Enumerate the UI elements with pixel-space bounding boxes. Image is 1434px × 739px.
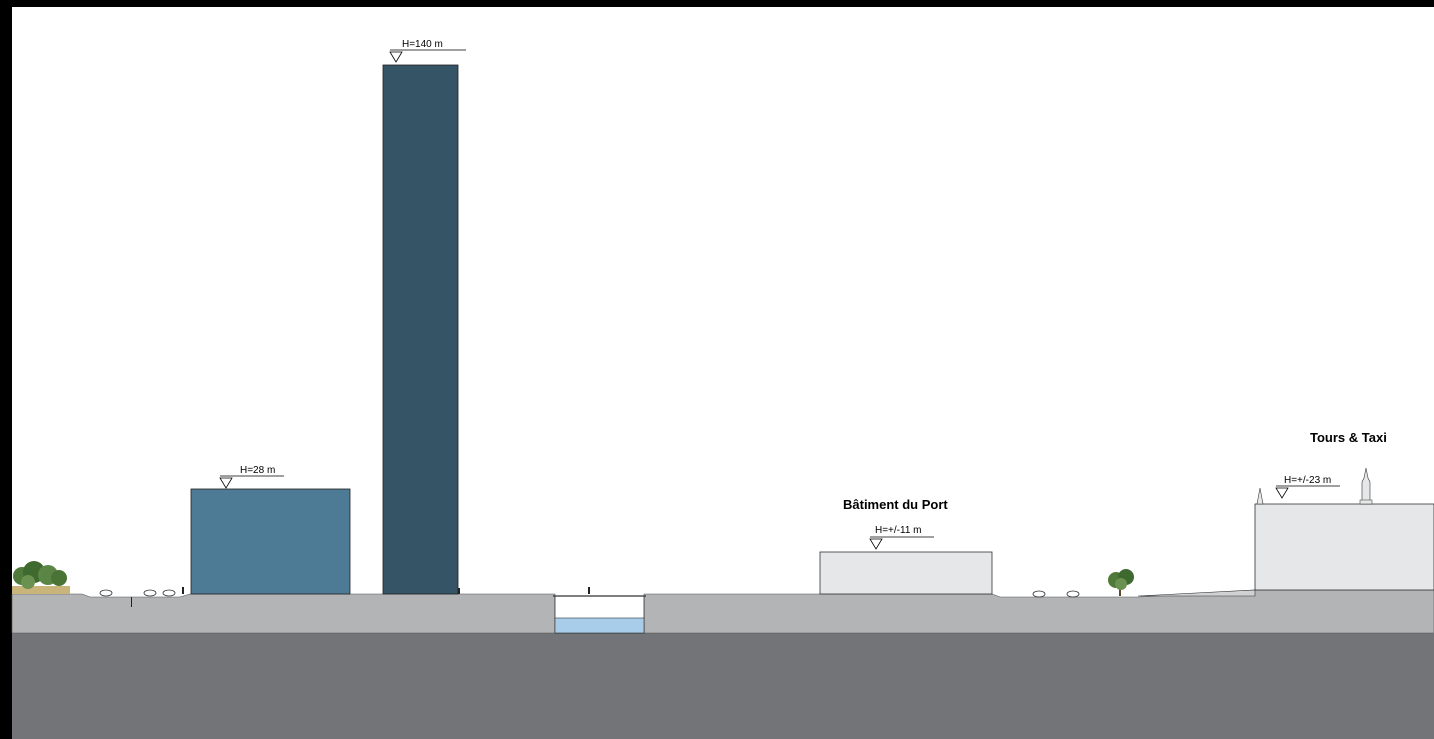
canal	[553, 595, 646, 634]
height-label-mid: H=28 m	[240, 465, 275, 476]
building-tower: H=140 m	[382, 39, 466, 595]
ground-section	[11, 589, 1434, 634]
cars-right	[1032, 590, 1080, 598]
building-tours-taxi: Tours & Taxi H=+/-23 m	[1254, 430, 1434, 591]
spire-right	[1361, 467, 1371, 505]
tree-right	[1108, 569, 1134, 596]
height-label-port: H=+/-11 m	[875, 525, 922, 536]
top-border	[0, 0, 1434, 7]
height-label-tours-taxi: H=+/-23 m	[1284, 475, 1331, 486]
building-mid: H=28 m	[190, 465, 351, 595]
port-name-label: Bâtiment du Port	[843, 497, 948, 512]
canal-water	[554, 617, 645, 634]
height-label-tower: H=140 m	[402, 39, 443, 50]
spire-left	[1256, 487, 1264, 505]
subsoil	[12, 633, 1434, 739]
building-port: Bâtiment du Port H=+/-11 m	[819, 497, 993, 595]
elevation-marker-mid: H=28 m	[219, 465, 284, 489]
elevation-marker-port: H=+/-11 m	[869, 525, 934, 550]
access-ramp	[1137, 589, 1256, 597]
cars-left	[99, 589, 176, 597]
elevation-marker-tower: H=140 m	[389, 39, 466, 63]
tours-taxi-name-label: Tours & Taxi	[1310, 430, 1387, 445]
tree-group-left	[12, 561, 70, 594]
left-border	[0, 0, 12, 739]
elevation-marker-tours-taxi: H=+/-23 m	[1275, 475, 1340, 499]
